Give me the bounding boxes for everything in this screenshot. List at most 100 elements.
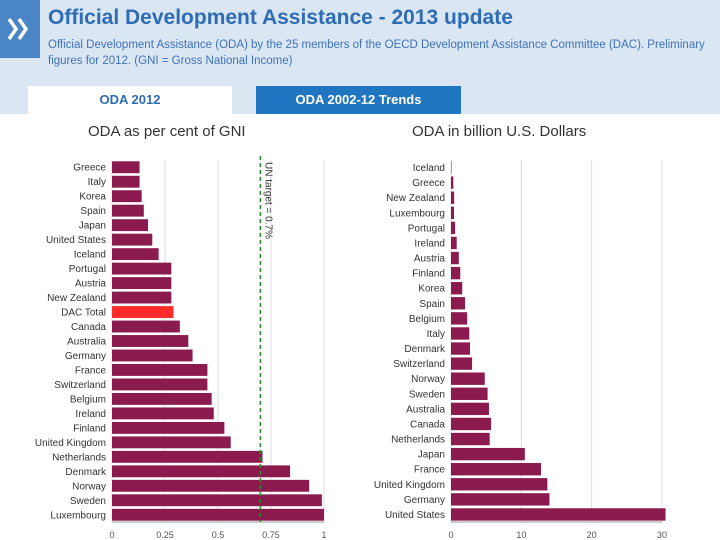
header-banner [0, 0, 720, 86]
category-label: Belgium [409, 314, 445, 325]
bar [112, 364, 208, 376]
x-tick-label: 1 [321, 530, 326, 540]
bar [112, 349, 193, 362]
bar [112, 277, 172, 290]
bar [451, 493, 550, 506]
bar [451, 463, 542, 476]
category-label: Ireland [414, 238, 445, 249]
category-label: Korea [79, 192, 106, 203]
category-label: Italy [427, 329, 445, 340]
bar [112, 407, 214, 420]
bar [112, 204, 144, 217]
x-tick-label: 0 [109, 530, 114, 540]
category-label: Norway [411, 374, 445, 385]
bar [451, 236, 457, 250]
category-label: Sweden [409, 389, 445, 400]
bar [112, 262, 172, 275]
bar [451, 251, 459, 265]
category-label: Greece [73, 163, 106, 174]
bar [451, 297, 466, 310]
category-label: United States [46, 235, 106, 246]
bar [112, 175, 140, 188]
category-label: DAC Total [61, 308, 106, 319]
category-label: Canada [410, 419, 445, 430]
category-label: Finland [73, 423, 106, 434]
bar [451, 161, 452, 174]
category-label: Iceland [74, 250, 106, 261]
x-tick-label: 0.25 [156, 530, 174, 540]
un-target-label: UN target = 0.7% [262, 162, 273, 239]
category-label: Belgium [70, 394, 106, 405]
category-label: Iceland [413, 163, 445, 174]
category-label: Netherlands [391, 435, 445, 446]
x-tick-label: 0 [448, 530, 453, 540]
bar [451, 327, 470, 340]
x-tick-label: 20 [587, 530, 597, 540]
bar [112, 421, 225, 434]
bar [112, 450, 263, 463]
chart1-title: ODA as per cent of GNI [88, 123, 246, 140]
bar [112, 161, 140, 174]
category-label: Denmark [404, 344, 446, 355]
category-label: United Kingdom [35, 438, 106, 449]
category-label: United Kingdom [374, 480, 445, 491]
bar [451, 372, 485, 385]
x-tick-label: 0.75 [262, 530, 280, 540]
tab-oda-2012[interactable]: ODA 2012 [28, 86, 232, 114]
bar [451, 402, 489, 416]
bar [451, 221, 456, 235]
category-label: Australia [67, 337, 106, 348]
bar [451, 447, 525, 461]
category-label: Portugal [69, 264, 106, 275]
oecd-logo [0, 0, 40, 58]
bar [112, 320, 180, 333]
category-label: Germany [65, 351, 106, 362]
bar [112, 233, 153, 246]
bar [112, 508, 324, 521]
bar [112, 335, 189, 347]
bar [112, 465, 291, 478]
category-label: Canada [71, 322, 106, 333]
bar [112, 291, 172, 304]
bar [451, 508, 666, 521]
category-label: Australia [406, 404, 445, 415]
bar [451, 176, 454, 189]
bar [451, 312, 468, 325]
category-label: Germany [404, 495, 445, 506]
category-label: Portugal [408, 223, 445, 234]
category-label: Netherlands [52, 452, 106, 463]
category-label: Austria [414, 254, 446, 265]
category-label: Austria [75, 279, 107, 290]
category-label: United States [385, 510, 445, 521]
bar [112, 306, 174, 318]
bar [112, 190, 142, 203]
category-label: Finland [412, 269, 445, 280]
category-label: Spain [419, 299, 445, 310]
category-label: Japan [79, 221, 106, 232]
category-label: Italy [88, 177, 106, 188]
category-label: Norway [72, 481, 106, 492]
chevron-logo-icon [7, 17, 29, 41]
bar [451, 417, 492, 431]
category-label: Switzerland [393, 359, 445, 370]
category-label: Greece [412, 178, 445, 189]
category-label: Luxembourg [389, 208, 445, 219]
category-label: France [75, 365, 107, 376]
bar [451, 266, 461, 280]
category-label: Luxembourg [50, 510, 106, 521]
bar [112, 436, 231, 449]
bar [451, 191, 455, 204]
page-title: Official Development Assistance - 2013 u… [48, 6, 513, 29]
bar [112, 479, 310, 492]
category-label: Switzerland [54, 380, 106, 391]
bar [451, 206, 455, 219]
bar [451, 282, 463, 295]
category-label: Japan [418, 450, 445, 461]
bar [112, 378, 208, 391]
x-tick-label: 0.5 [212, 530, 225, 540]
tab-oda-trends[interactable]: ODA 2002-12 Trends [256, 86, 461, 114]
category-label: Sweden [70, 496, 106, 507]
bar [112, 219, 149, 232]
x-tick-label: 10 [516, 530, 526, 540]
